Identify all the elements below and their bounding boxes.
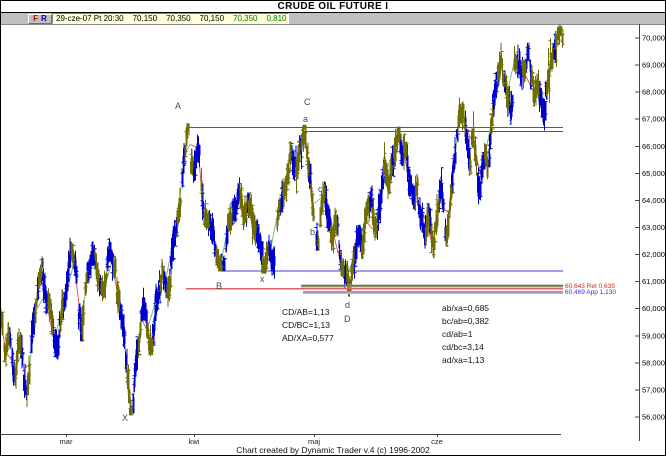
ratio-annotations-left: CD/AB=1,13 CD/BC=1,13 AD/XA=0,577 <box>282 307 334 343</box>
svg-text:68,000: 68,000 <box>642 88 665 97</box>
quote-open: 70,150 <box>132 14 158 23</box>
quote-change: 0,810 <box>266 14 287 23</box>
svg-text:56,000: 56,000 <box>642 412 665 421</box>
svg-text:mar: mar <box>60 437 73 446</box>
swing-label-B: B <box>216 281 223 291</box>
chart-credit: Chart created by Dynamic Trader v.4 (c) … <box>236 445 430 455</box>
svg-text:57,000: 57,000 <box>642 385 665 394</box>
quote-box: 29-cze-07 Pt 20:30 70,150 70,350 70,150 70,3… <box>52 13 289 24</box>
svg-text:64,000: 64,000 <box>642 196 665 205</box>
swing-label-b: b <box>310 227 316 237</box>
svg-text:67,000: 67,000 <box>642 115 665 124</box>
svg-text:maj: maj <box>308 437 320 446</box>
svg-text:65,000: 65,000 <box>642 169 665 178</box>
ratio-annotations-right: ab/xa=0,685 bc/ab=0,382 cd/ab=1 cd/bc=3,… <box>442 303 490 365</box>
quote-low: 70,150 <box>199 14 225 23</box>
swing-label-x: x <box>260 274 265 284</box>
svg-text:63,000: 63,000 <box>642 223 665 232</box>
swing-label-d: d <box>345 300 351 310</box>
svg-text:58,000: 58,000 <box>642 358 665 367</box>
r-button[interactable]: R <box>41 14 47 23</box>
swing-label-X: X <box>122 413 129 423</box>
swing-label-a: a <box>303 114 309 124</box>
svg-text:70,000: 70,000 <box>642 34 665 43</box>
svg-text:61,000: 61,000 <box>642 277 665 286</box>
swing-label-D: D <box>344 314 351 324</box>
svg-text:60,000: 60,000 <box>642 304 665 313</box>
quote-close: 70,350 <box>233 14 258 23</box>
swing-label-C: C <box>304 97 311 107</box>
title-bar: CRUDE OIL FUTURE I <box>1 1 665 13</box>
svg-text:59,000: 59,000 <box>642 331 665 340</box>
svg-text:66,000: 66,000 <box>642 142 665 151</box>
svg-text:62,000: 62,000 <box>642 250 665 259</box>
quote-high: 70,350 <box>166 14 191 23</box>
quote-datetime: 29-cze-07 Pt 20:30 <box>56 14 124 23</box>
svg-text:kwi: kwi <box>189 437 200 446</box>
page-title: CRUDE OIL FUTURE I <box>277 1 389 12</box>
f-button[interactable]: F <box>33 14 39 23</box>
svg-text:cze: cze <box>431 437 443 446</box>
level-label: 60,469 App 1,130 <box>565 289 616 296</box>
level-label: 60,643 Ret 0,639 <box>565 283 615 290</box>
swing-label-A: A <box>175 101 182 111</box>
swing-label-c: c <box>318 184 323 194</box>
svg-text:69,000: 69,000 <box>642 61 665 70</box>
